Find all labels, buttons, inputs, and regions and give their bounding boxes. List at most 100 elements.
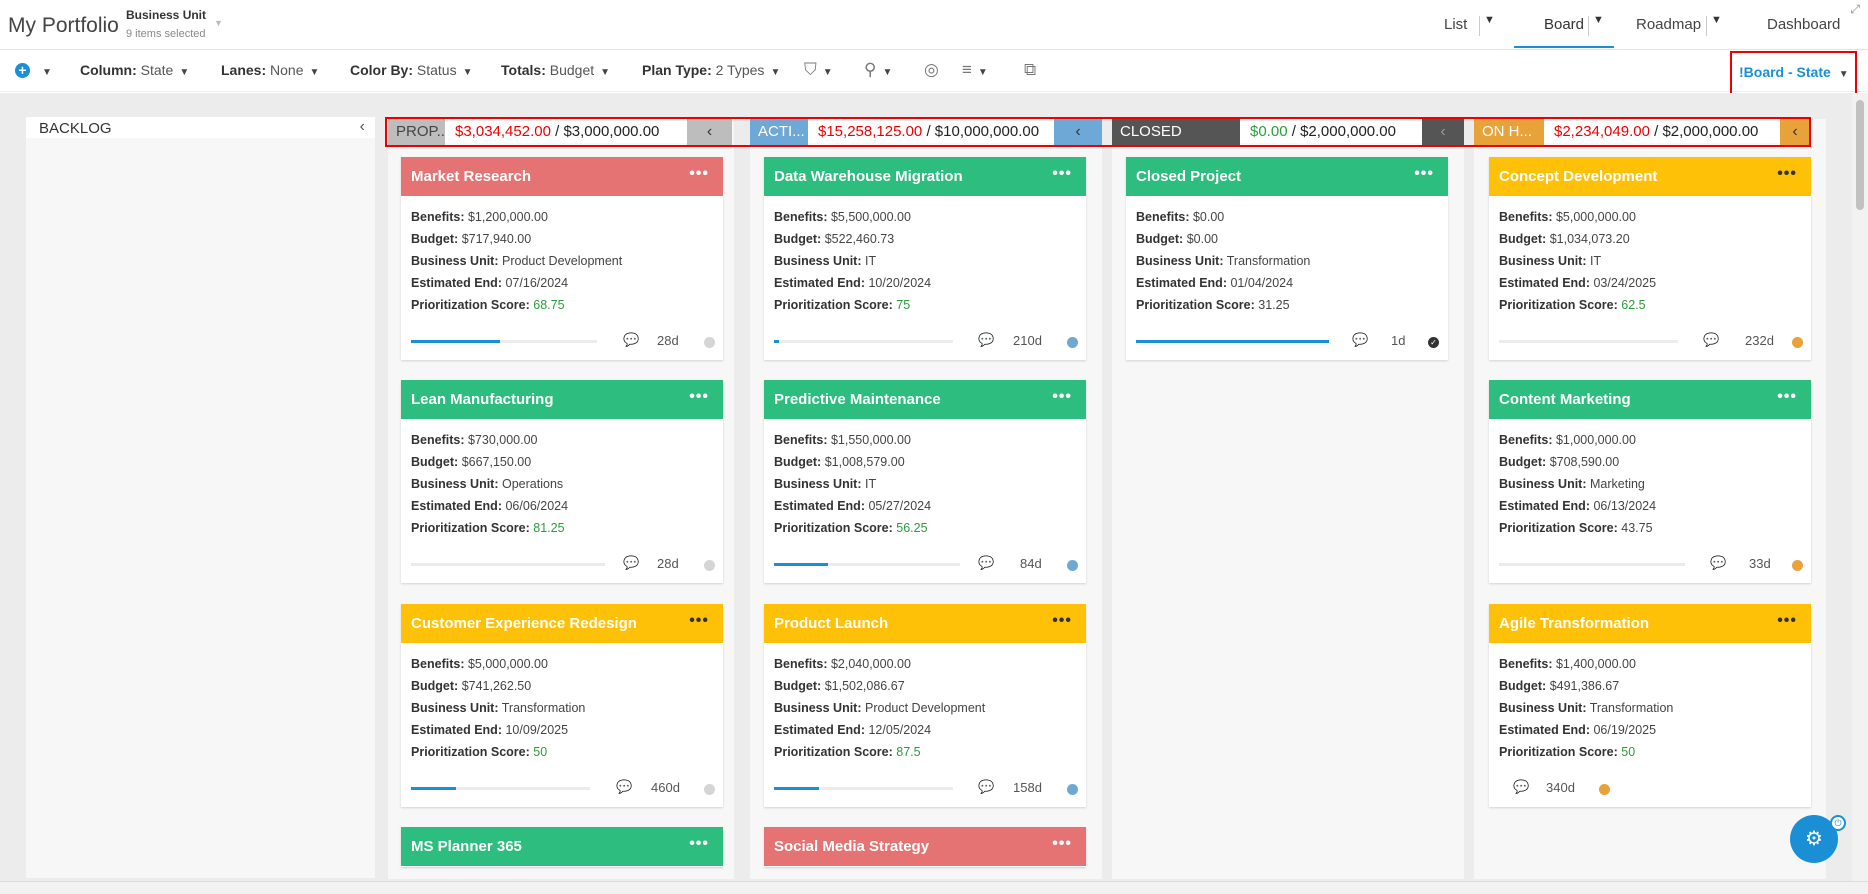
card[interactable]: Content Marketing ••• Benefits: $1,000,00…: [1489, 380, 1811, 583]
comment-icon[interactable]: 💬: [1352, 332, 1369, 347]
power-icon[interactable]: ⏻: [1830, 815, 1846, 831]
business-unit-filter[interactable]: Business Unit: [126, 8, 207, 22]
business-unit-value: Product Development: [865, 701, 986, 715]
card-title-bar[interactable]: Predictive Maintenance •••: [764, 380, 1086, 419]
collapse-icon[interactable]: ‹: [359, 118, 365, 135]
card-title-bar[interactable]: Data Warehouse Migration •••: [764, 157, 1086, 196]
onhold-totals: $2,234,049.00 / $2,000,000.00: [1544, 121, 1780, 143]
vertical-scrollbar[interactable]: [1852, 93, 1868, 881]
card[interactable]: Customer Experience Redesign ••• Benefits…: [401, 604, 723, 807]
backlog-header[interactable]: BACKLOG ‹: [26, 117, 375, 138]
closed-title: CLOSED: [1112, 119, 1240, 145]
more-icon[interactable]: •••: [1052, 835, 1072, 852]
card-title-bar[interactable]: Market Research •••: [401, 157, 723, 196]
more-icon[interactable]: •••: [1052, 388, 1072, 405]
collapse-icon[interactable]: ‹: [1780, 119, 1810, 145]
business-unit-value: IT: [865, 477, 877, 491]
comment-icon[interactable]: 💬: [623, 332, 640, 347]
card[interactable]: Agile Transformation ••• Benefits: $1,400…: [1489, 604, 1811, 807]
comment-icon[interactable]: 💬: [1703, 332, 1720, 347]
card[interactable]: Predictive Maintenance ••• Benefits: $1,5…: [764, 380, 1086, 583]
more-icon[interactable]: •••: [1052, 612, 1072, 629]
search-icon[interactable]: ⚲ ▼: [864, 60, 893, 79]
tab-list[interactable]: List: [1444, 16, 1468, 33]
more-icon[interactable]: •••: [1777, 612, 1797, 629]
tab-dashboard[interactable]: Dashboard: [1767, 16, 1841, 33]
closed-header[interactable]: CLOSED $0.00 / $2,000,000.00 ‹: [1112, 119, 1464, 145]
more-icon[interactable]: •••: [689, 388, 709, 405]
more-icon[interactable]: •••: [689, 835, 709, 852]
active-title: ACTI...: [750, 119, 808, 145]
more-icon[interactable]: •••: [1777, 165, 1797, 182]
more-icon[interactable]: •••: [1777, 388, 1797, 405]
card-body: Benefits: $1,550,000.00 Budget: $1,008,5…: [764, 419, 1086, 539]
progress-fill: [1136, 340, 1329, 343]
board-options-caret-icon[interactable]: ▼: [1593, 14, 1604, 26]
business-unit-selection-count: 9 items selected: [126, 28, 206, 40]
filter-icon[interactable]: ⛉ ▼: [804, 60, 833, 79]
card-title-bar[interactable]: Agile Transformation •••: [1489, 604, 1811, 643]
add-icon[interactable]: +: [15, 63, 30, 78]
collapse-icon[interactable]: ‹: [1054, 119, 1102, 145]
view-select[interactable]: !Board - State ▼: [1730, 51, 1857, 95]
gauge-icon[interactable]: ◎: [924, 60, 939, 79]
horizontal-scrollbar[interactable]: [0, 881, 1868, 894]
estimated-end-value: 10/09/2025: [505, 723, 569, 737]
more-icon[interactable]: •••: [689, 165, 709, 182]
more-icon[interactable]: •••: [1052, 165, 1072, 182]
more-icon[interactable]: •••: [689, 612, 709, 629]
progress-fill: [774, 563, 828, 566]
card-title-bar[interactable]: Closed Project •••: [1126, 157, 1448, 196]
card-title: Market Research: [411, 168, 532, 185]
tab-board[interactable]: Board: [1514, 0, 1614, 48]
comment-icon[interactable]: 💬: [623, 555, 640, 570]
card-title-bar[interactable]: Product Launch •••: [764, 604, 1086, 643]
tab-roadmap[interactable]: Roadmap: [1636, 16, 1702, 33]
comment-icon[interactable]: 💬: [1513, 779, 1530, 794]
layout-icon[interactable]: ⧉: [1024, 60, 1037, 79]
progress-bar: [411, 787, 590, 790]
card-title-bar[interactable]: Concept Development •••: [1489, 157, 1811, 196]
card[interactable]: Product Launch ••• Benefits: $2,040,000.0…: [764, 604, 1086, 807]
card[interactable]: Lean Manufacturing ••• Benefits: $730,000…: [401, 380, 723, 583]
chevron-down-icon[interactable]: ▼: [214, 18, 223, 28]
status-dot: [1067, 337, 1078, 348]
more-icon[interactable]: •••: [1414, 165, 1434, 182]
card-title-bar[interactable]: Social Media Strategy •••: [764, 827, 1086, 866]
add-options-caret-icon[interactable]: ▼: [42, 67, 52, 78]
column-select[interactable]: Column: State ▼: [80, 62, 189, 78]
estimated-end-label: Estimated End:: [774, 276, 865, 290]
scrollbar-thumb[interactable]: [1856, 100, 1864, 210]
estimated-end-label: Estimated End:: [1136, 276, 1227, 290]
proposed-header[interactable]: PROP... $3,034,452.00 / $3,000,000.00 ‹: [388, 119, 734, 145]
onhold-header[interactable]: ON H... $2,234,049.00 / $2,000,000.00 ‹: [1474, 119, 1810, 145]
card[interactable]: Concept Development ••• Benefits: $5,000,…: [1489, 157, 1811, 360]
card-title-bar[interactable]: Lean Manufacturing •••: [401, 380, 723, 419]
comment-icon[interactable]: 💬: [1710, 555, 1727, 570]
collapse-icon[interactable]: ‹: [1422, 119, 1464, 145]
expand-icon[interactable]: ⤢: [1850, 2, 1860, 16]
sort-lines-icon[interactable]: ≡ ▼: [962, 60, 988, 79]
card-title-bar[interactable]: Customer Experience Redesign •••: [401, 604, 723, 643]
card-title-bar[interactable]: Content Marketing •••: [1489, 380, 1811, 419]
card[interactable]: Market Research ••• Benefits: $1,200,000.…: [401, 157, 723, 360]
list-options-caret-icon[interactable]: ▼: [1484, 14, 1495, 26]
roadmap-options-caret-icon[interactable]: ▼: [1711, 14, 1722, 26]
color-by-select[interactable]: Color By: Status ▼: [350, 62, 473, 78]
comment-icon[interactable]: 💬: [978, 555, 995, 570]
comment-icon[interactable]: 💬: [616, 779, 633, 794]
card[interactable]: Closed Project ••• Benefits: $0.00 Budget…: [1126, 157, 1448, 360]
card[interactable]: Social Media Strategy •••: [764, 827, 1086, 867]
collapse-icon[interactable]: ‹: [687, 119, 732, 145]
totals-select[interactable]: Totals: Budget ▼: [501, 62, 610, 78]
comment-icon[interactable]: 💬: [978, 332, 995, 347]
active-header[interactable]: ACTI... $15,258,125.00 / $10,000,000.00 …: [750, 119, 1102, 145]
card[interactable]: Data Warehouse Migration ••• Benefits: $5…: [764, 157, 1086, 360]
prioritization-score-value: 43.75: [1621, 521, 1653, 535]
card[interactable]: MS Planner 365 •••: [401, 827, 723, 867]
lanes-select[interactable]: Lanes: None ▼: [221, 62, 319, 78]
card-title-bar[interactable]: MS Planner 365 •••: [401, 827, 723, 866]
comment-icon[interactable]: 💬: [978, 779, 995, 794]
plan-type-select[interactable]: Plan Type: 2 Types ▼: [642, 62, 780, 78]
card-footer: 💬 28d: [401, 328, 723, 360]
